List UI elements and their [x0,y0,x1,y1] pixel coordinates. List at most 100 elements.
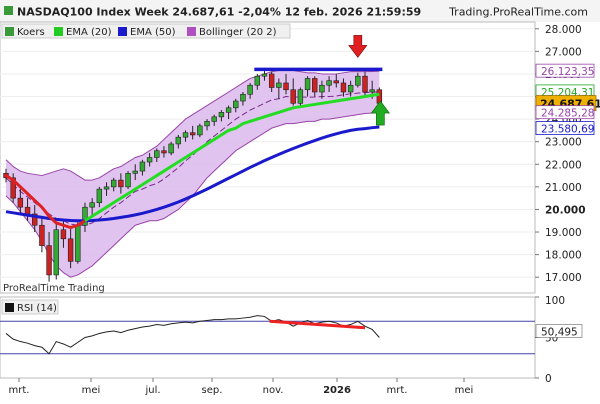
candle-body [67,238,74,262]
candle-body [233,100,239,109]
rsi-legend-swatch [5,303,14,312]
down-arrow-icon [348,35,368,58]
candle-body [319,84,325,93]
rsi-panel [0,296,536,379]
price-marker-box [535,105,595,120]
ema20-line-below [5,174,86,230]
candle-body [82,206,88,226]
candle-body [369,89,375,93]
price-marker-box [535,63,595,78]
candle-body [146,157,153,163]
candle-body [297,89,304,104]
candle-body [225,107,232,113]
candle-body [132,170,138,174]
price-tick-label: 20.000 [545,204,586,216]
candle-body [340,82,347,93]
candle-body [218,112,225,118]
annotations [254,35,390,126]
candle-body [276,82,282,88]
candle-body [53,229,59,276]
candle-body [96,188,103,203]
candle-body [103,186,110,190]
candle-body [175,136,182,145]
candle-body [312,78,318,93]
legend-box [1,23,291,39]
bollinger-upper-line [5,68,380,181]
chart-title: NASDAQ100 Index Week 24.687,61 -2,04% 12… [17,6,421,19]
legend-price: Koers [17,27,45,38]
legend-ema50: EMA (50) [130,27,176,38]
time-tick-label: 2026 [323,385,351,396]
candle-body [283,82,289,91]
candle-body [125,173,131,188]
candle-body [139,161,146,172]
time-tick-label: mei [82,385,101,396]
ema-lines [5,92,380,230]
time-tick-label: mrt. [387,385,408,396]
candle-body [24,206,31,215]
candle-body [355,75,361,86]
candle-body [46,245,52,276]
candle-body [161,150,167,154]
candle-body [154,150,160,158]
candle-body [60,229,67,240]
price-tick-label: 28.000 [545,24,582,36]
price-marker-box [535,121,595,135]
rsi-value-label: 50,495 [541,327,578,339]
header-bar [0,0,600,22]
legend-ema20: EMA (20) [66,27,112,38]
price-tick-label: 21.000 [545,182,582,194]
brand-label: Trading.ProRealTime.com [448,6,588,19]
rsi-value-box [535,324,583,338]
candle-body [17,197,24,208]
candle-body [10,177,16,199]
candle-body [189,132,196,136]
candle-body [211,116,217,122]
watermark: ProRealTime Trading [3,283,105,294]
candle-body [32,213,38,226]
candle-body [268,73,275,88]
time-tick-label: sep. [202,385,223,396]
price-marker-label: 26.123,35 [541,66,594,78]
time-tick-label: nov. [263,385,284,396]
header-icon [4,6,13,15]
candle-body [240,93,246,102]
candle-body [254,75,260,86]
legend-swatch-ema50 [118,27,127,36]
candle-body [197,125,203,136]
legend: Koers EMA (20) EMA (50) Bollinger (20 2) [1,23,291,39]
candle-body [75,224,81,262]
price-tick-label: 27.000 [545,46,582,58]
rsi-divergence-line [269,319,366,330]
time-tick-label: jul. [144,385,160,396]
candle-body [89,202,95,208]
candle-body [111,179,117,188]
bollinger-mid-line [5,91,380,226]
price-marker-label: 24.285,28 [541,108,594,120]
rsi-legend-box [1,299,59,315]
bollinger-fill [6,69,380,278]
price-tick-label: 19.000 [545,227,582,239]
price-tick-label: 23.000 [545,137,582,149]
price-tick-label: 22.000 [545,159,582,171]
candle-body [261,73,268,77]
legend-swatch-bollinger [187,27,196,36]
legend-bollinger: Bollinger (20 2) [199,27,277,38]
candle-body [182,132,189,138]
candle-body [247,84,253,95]
price-marker-label: 23.580,69 [541,124,594,136]
candle-body [376,89,383,104]
candle-body [362,75,368,93]
price-labels: 26.123,3525.204,3124.687,6124.285,2823.5… [535,63,600,136]
rsi-plot [0,315,535,355]
legend-swatch-price [5,27,14,36]
time-tick-label: mrt. [9,385,30,396]
candle-body [168,143,174,154]
candle-body [118,179,124,188]
price-axis: 28.00027.00026.00025.00024.00023.00022.0… [535,24,586,284]
rsi-tick-label: 100 [545,295,565,307]
price-tick-label: 18.000 [545,250,582,262]
candle-body [204,121,210,127]
